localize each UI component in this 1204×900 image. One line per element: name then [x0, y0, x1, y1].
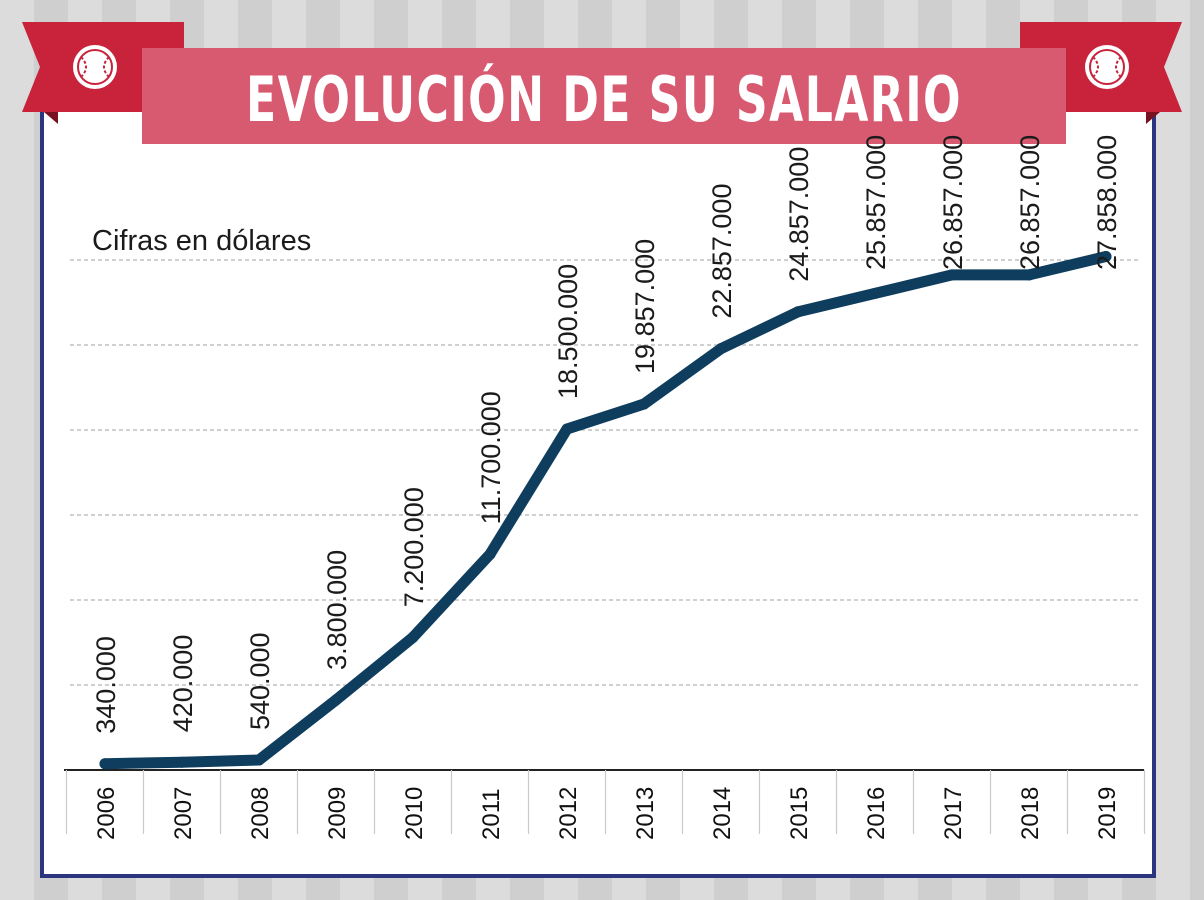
data-point-2013	[638, 398, 650, 410]
data-point-2009	[330, 694, 342, 706]
value-label-2012: 18.500.000	[553, 264, 583, 399]
year-label-2014: 2014	[709, 787, 736, 840]
year-label-2019: 2019	[1094, 787, 1121, 840]
value-label-2008: 540.000	[245, 632, 275, 730]
year-label-2018: 2018	[1017, 787, 1044, 840]
value-label-2017: 26.857.000	[938, 135, 968, 270]
baseball-icon	[1085, 45, 1129, 89]
salary-line	[99, 251, 1112, 770]
data-point-2016	[869, 287, 881, 299]
value-label-2016: 25.857.000	[861, 135, 891, 270]
data-point-2018	[1023, 269, 1035, 281]
x-axis	[64, 769, 1146, 834]
value-label-2019: 27.858.000	[1092, 135, 1122, 270]
data-point-2017	[946, 269, 958, 281]
data-point-2015	[792, 306, 804, 318]
value-label-2018: 26.857.000	[1015, 135, 1045, 270]
chart-title: EVOLUCIÓN DE SU SALARIO	[246, 63, 962, 136]
data-point-2008	[253, 754, 265, 766]
data-labels: 340.000 420.000 540.000 3.800.000 7.200.000 1…	[91, 135, 1122, 734]
value-label-2013: 19.857.000	[630, 239, 660, 374]
year-label-2012: 2012	[555, 787, 582, 840]
data-point-2019	[1100, 250, 1112, 262]
value-label-2009: 3.800.000	[322, 550, 352, 670]
grid-lines	[70, 259, 1140, 686]
chart-subtitle: Cifras en dólares	[92, 225, 311, 257]
value-label-2006: 340.000	[91, 636, 121, 734]
year-label-2011: 2011	[478, 788, 505, 840]
year-label-2009: 2009	[324, 787, 351, 840]
data-point-2010	[407, 631, 419, 643]
year-label-2007: 2007	[170, 787, 197, 840]
year-label-2006: 2006	[93, 787, 120, 840]
value-label-2014: 22.857.000	[707, 184, 737, 319]
data-point-2012	[561, 423, 573, 435]
baseball-icon	[73, 45, 117, 89]
year-label-2010: 2010	[401, 787, 428, 840]
data-point-2007	[176, 756, 188, 768]
series-layer	[99, 250, 1112, 770]
data-point-2014	[715, 343, 727, 355]
value-label-2007: 420.000	[168, 635, 198, 733]
year-label-2013: 2013	[632, 787, 659, 840]
data-point-2006	[99, 758, 111, 770]
chart-panel	[40, 102, 1156, 878]
year-label-2017: 2017	[940, 787, 967, 840]
value-label-2011: 11.700.000	[476, 391, 506, 524]
x-tick-labels: 2006 2007 2008 2009 2010 2011 2012 2013 2014 2015…	[93, 787, 1121, 840]
value-label-2015: 24.857.000	[784, 147, 814, 282]
title-banner	[142, 48, 1066, 144]
year-label-2016: 2016	[863, 787, 890, 840]
year-label-2008: 2008	[247, 787, 274, 840]
data-point-2011	[484, 548, 496, 560]
value-label-2010: 7.200.000	[399, 487, 429, 607]
year-label-2015: 2015	[786, 787, 813, 840]
